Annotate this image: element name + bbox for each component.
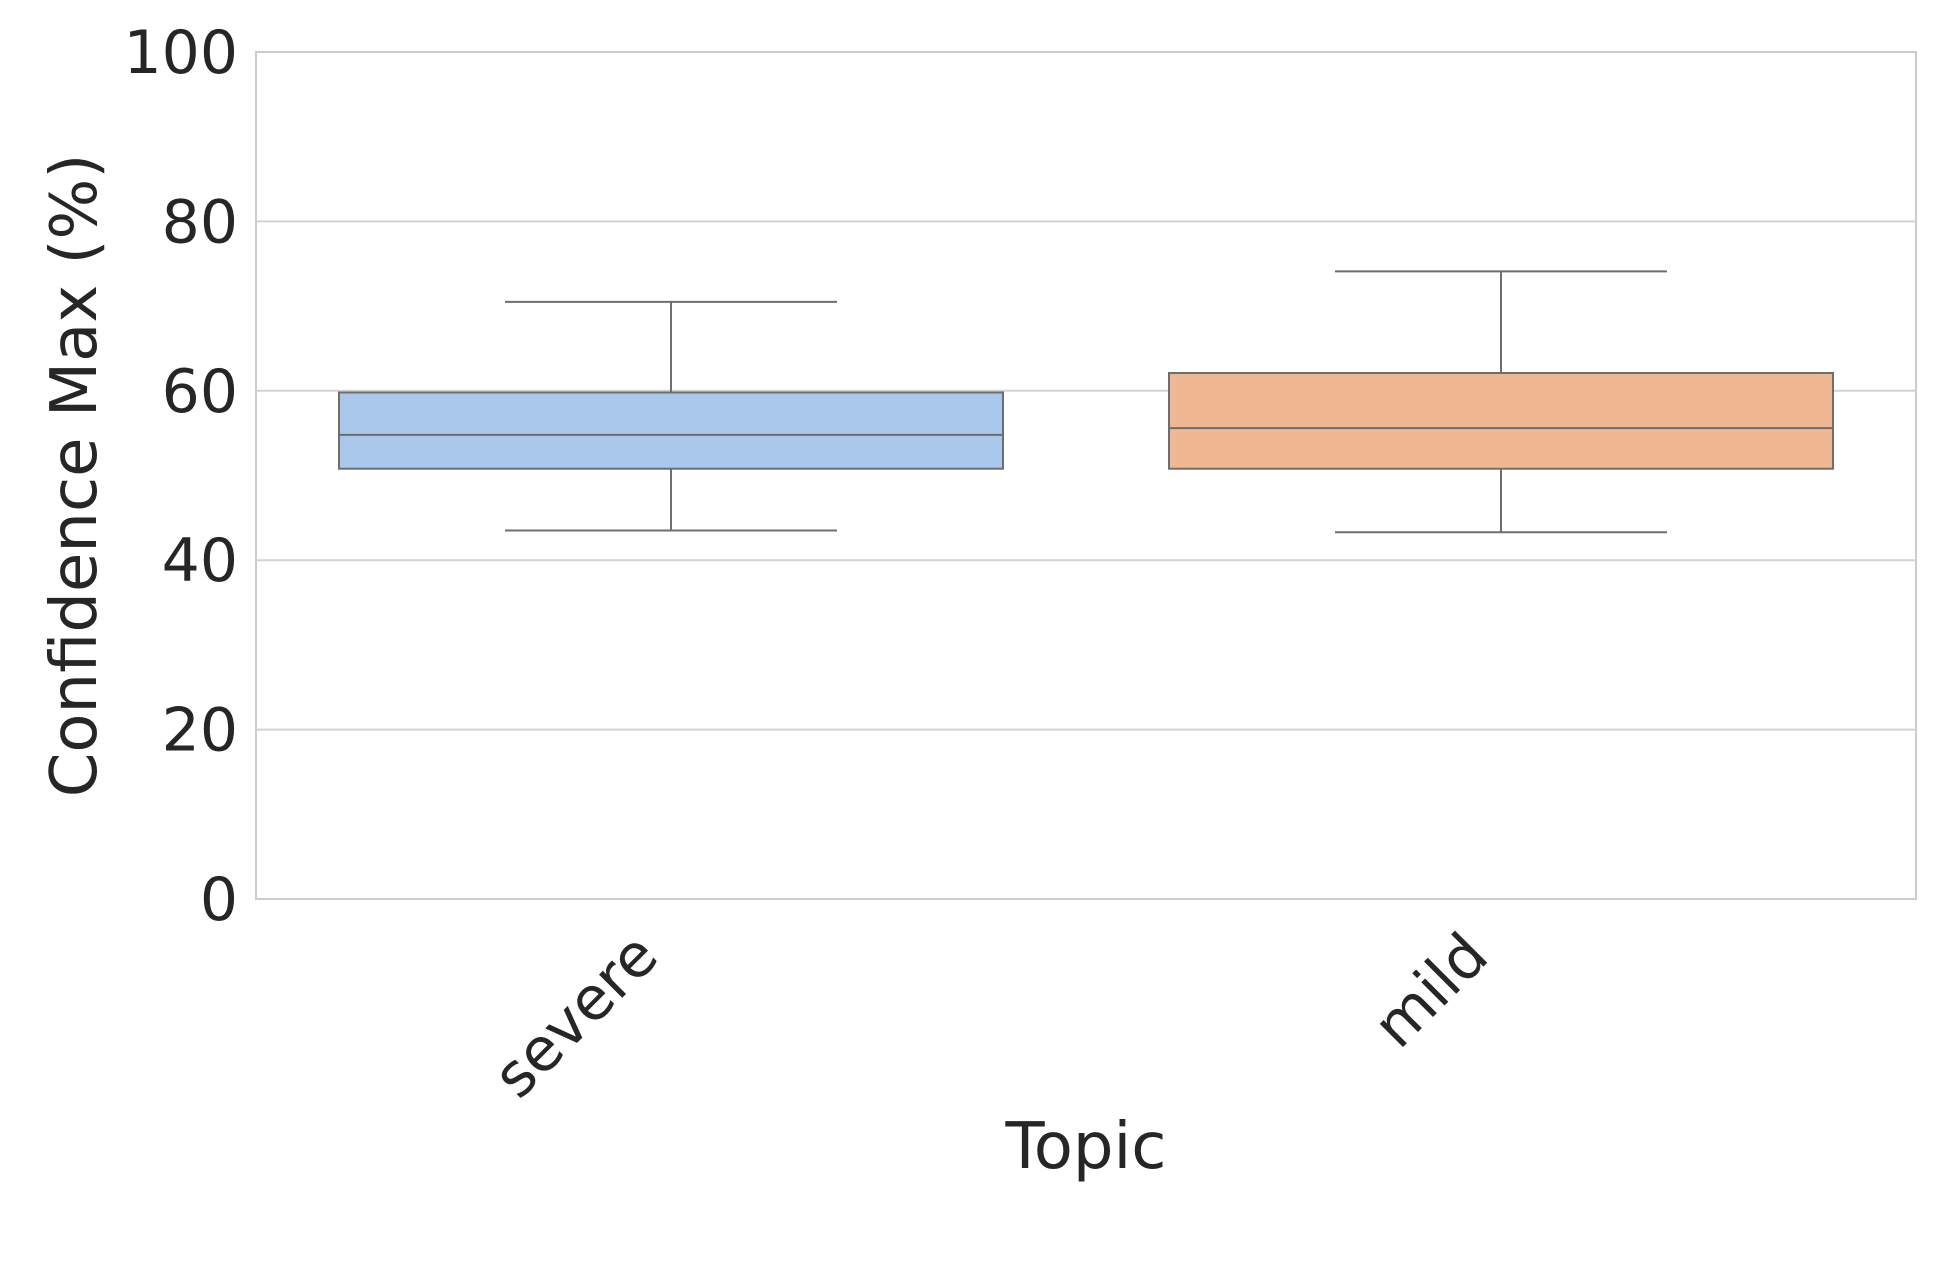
box-mild: [1168, 270, 1834, 534]
plot-frame: [255, 51, 1917, 900]
x-axis-label: Topic: [1005, 1110, 1167, 1184]
x-tick-labels: severe mild: [480, 920, 1502, 1112]
grid-lines: [256, 51, 1916, 900]
x-tick-mild: mild: [1360, 920, 1501, 1061]
x-tick-severe: severe: [480, 920, 672, 1112]
y-tick-100: 100: [123, 18, 238, 88]
y-tick-60: 60: [162, 357, 238, 427]
iqr-box-mild: [1168, 372, 1834, 470]
iqr-box-severe: [338, 391, 1004, 470]
boxes: [338, 270, 1834, 534]
y-tick-20: 20: [162, 696, 238, 766]
y-axis-label: Confidence Max (%): [38, 154, 112, 798]
y-tick-labels: 0 20 40 60 80 100: [123, 18, 238, 935]
y-tick-0: 0: [200, 865, 238, 935]
y-tick-80: 80: [162, 187, 238, 257]
y-tick-40: 40: [162, 526, 238, 596]
box-severe: [338, 300, 1004, 532]
